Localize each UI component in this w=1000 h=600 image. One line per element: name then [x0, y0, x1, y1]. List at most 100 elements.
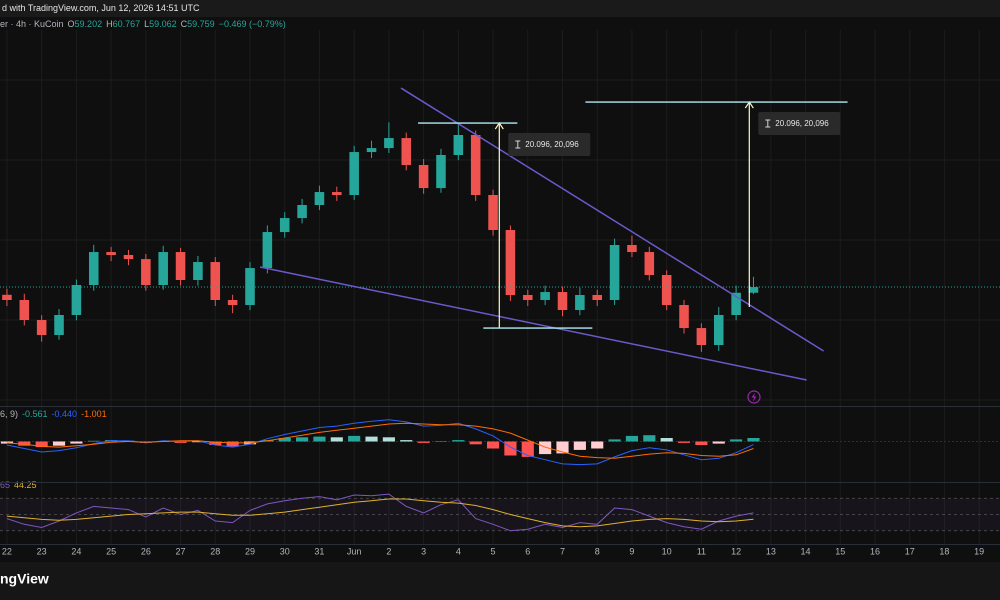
alert-icon-bolt — [751, 392, 757, 402]
macd-histogram-bar — [209, 441, 222, 445]
macd-histogram-bar — [695, 441, 708, 445]
candle-body — [627, 245, 637, 253]
candle-body — [141, 259, 151, 285]
candle-body — [470, 135, 481, 195]
macd-line — [6, 422, 754, 459]
candle-body — [661, 275, 672, 305]
macd-histogram-bar — [573, 441, 586, 450]
macd-histogram-bar — [730, 439, 743, 442]
macd-histogram-bar — [660, 438, 673, 442]
symbol-legend: er · 4h · KuCoin O59.202 H60.767 L59.062 C59… — [0, 19, 286, 29]
trendline — [259, 266, 807, 381]
macd-histogram-bar — [35, 441, 48, 448]
x-tick-label: 11 — [697, 546, 706, 556]
macd-histogram-bar — [226, 441, 239, 447]
candle-body — [384, 138, 394, 149]
logo: ngView — [0, 571, 49, 587]
macd-histogram-bar — [556, 441, 569, 454]
legend-text: 59.202 — [75, 19, 103, 29]
candle-body — [297, 205, 307, 219]
x-tick-label: 4 — [456, 546, 461, 556]
macd-legend-value: -0.440 — [52, 409, 78, 419]
x-tick-label: 26 — [141, 546, 151, 556]
macd-legend: 6, 9) -0.561 -0.440 -1.001 — [0, 409, 107, 419]
legend-text: H — [106, 19, 113, 29]
macd-histogram-bar — [382, 437, 395, 442]
macd-legend-value: -1.001 — [81, 409, 107, 419]
alert-icon[interactable] — [747, 390, 761, 404]
x-tick-label: 14 — [801, 546, 811, 556]
macd-histogram-bar — [712, 441, 725, 444]
rsi-legend-value: 65 — [0, 480, 10, 490]
macd-histogram-bar — [434, 441, 448, 442]
x-tick-label: 8 — [595, 546, 600, 556]
candle-body — [193, 262, 203, 280]
caption: d with TradingView.com, Jun 12, 2026 14:… — [2, 3, 200, 13]
x-tick-label: 31 — [314, 546, 324, 556]
x-tick-label: 17 — [905, 546, 915, 556]
macd-histogram-bar — [70, 441, 83, 444]
candle-body — [106, 252, 116, 255]
macd-histogram-bar — [313, 436, 326, 442]
measure-label-box — [758, 112, 841, 136]
candle-body — [523, 295, 533, 300]
measure-label: 20.096, 20,096 — [775, 119, 829, 128]
macd-histogram-bar — [400, 440, 413, 442]
macd-histogram-bar — [278, 438, 291, 442]
candle-body — [19, 300, 30, 320]
candle-body — [488, 195, 498, 230]
legend-text: C — [181, 19, 188, 29]
candle-body — [54, 315, 64, 335]
rsi-legend-value: 44.25 — [14, 480, 37, 490]
legend-text: 59.062 — [149, 19, 177, 29]
candle-body — [349, 152, 359, 195]
candle-body — [262, 232, 273, 269]
x-tick-label: 22 — [2, 546, 12, 556]
x-tick-label: 30 — [280, 546, 290, 556]
trendline — [400, 87, 825, 352]
macd-histogram-bar — [469, 441, 482, 445]
rsi-legend: 65 44.25 — [0, 480, 37, 490]
macd-histogram-bar — [417, 441, 430, 443]
macd-histogram-bar — [677, 441, 691, 443]
rsi-line — [6, 493, 754, 532]
candle-body — [575, 295, 585, 310]
candle-body — [210, 262, 221, 300]
macd-histogram-bar — [539, 441, 552, 455]
x-tick-label: 13 — [766, 546, 776, 556]
macd-histogram-bar — [52, 441, 66, 446]
candle-body — [748, 287, 759, 293]
macd-legend-value: -0.561 — [22, 409, 48, 419]
legend-text: L — [144, 19, 149, 29]
x-tick-label: 29 — [245, 546, 255, 556]
measure-label-icon — [765, 119, 771, 128]
x-tick-label: 23 — [37, 546, 47, 556]
candle-body — [696, 328, 707, 345]
macd-histogram-bar — [452, 440, 465, 442]
candle-body — [245, 268, 255, 305]
x-tick-label: 25 — [106, 546, 116, 556]
measure-label-box — [508, 133, 591, 157]
macd-histogram-bar — [18, 441, 31, 446]
candle-body — [36, 320, 47, 335]
macd-histogram-bar — [608, 439, 621, 442]
caption-bar — [0, 0, 1000, 17]
x-tick-label: 16 — [870, 546, 880, 556]
macd-histogram-bar — [504, 441, 517, 456]
macd-histogram-bar — [296, 437, 309, 442]
candle-body — [644, 252, 655, 275]
candle-body — [679, 305, 689, 329]
candle-body — [227, 300, 238, 305]
macd-histogram-bar — [521, 441, 534, 457]
candle-body — [453, 135, 464, 155]
legend-text: O — [68, 19, 75, 29]
candle-body — [88, 252, 99, 285]
x-tick-label: Jun — [347, 546, 362, 556]
x-tick-label: 6 — [525, 546, 530, 556]
candle-body — [366, 148, 377, 153]
candle-body — [332, 192, 342, 195]
x-tick-label: 28 — [210, 546, 220, 556]
x-tick-label: 2 — [386, 546, 391, 556]
